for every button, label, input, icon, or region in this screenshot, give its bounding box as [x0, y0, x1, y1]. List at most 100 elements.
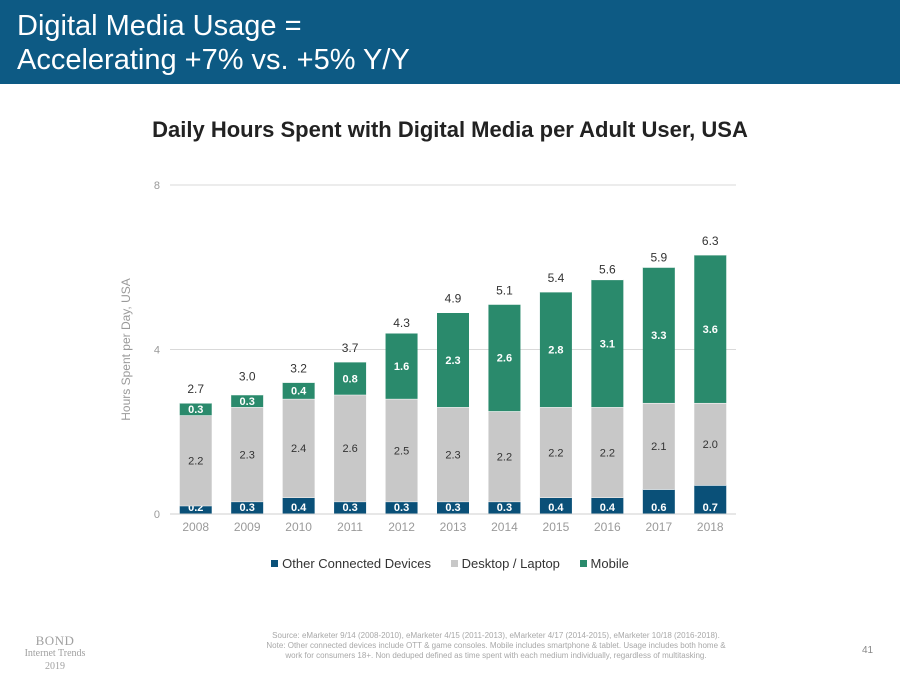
- data-label-desktop-laptop: 2.6: [342, 443, 357, 455]
- total-label: 4.9: [445, 291, 462, 305]
- bar-segment-desktop-laptop: [539, 407, 572, 498]
- data-label-other-connected-devices: 0.3: [342, 502, 357, 514]
- data-label-other-connected-devices: 0.3: [445, 502, 460, 514]
- legend-swatch-mobile: [579, 560, 587, 567]
- x-tick-label: 2011: [337, 520, 363, 534]
- x-tick-label: 2014: [491, 520, 518, 534]
- total-label: 5.6: [599, 263, 616, 277]
- total-label: 2.7: [187, 382, 204, 396]
- data-label-mobile: 2.3: [445, 355, 460, 367]
- data-label-other-connected-devices: 0.7: [703, 502, 718, 514]
- bar-segment-desktop-laptop: [642, 402, 675, 490]
- total-label: 5.1: [496, 283, 513, 297]
- legend-label-other-connected-devices: Other Connected Devices: [282, 556, 431, 571]
- bar-segment-desktop-laptop: [488, 411, 521, 502]
- bar-segment-mobile: [591, 279, 624, 408]
- bar-segment-desktop-laptop: [694, 402, 727, 486]
- header-banner: Digital Media Usage = Accelerating +7% v…: [0, 0, 900, 84]
- x-tick-label: 2015: [543, 520, 570, 534]
- data-label-mobile: 0.4: [291, 386, 307, 398]
- legend-swatch-desktop-laptop: [450, 560, 458, 567]
- bar-segment-desktop-laptop: [282, 398, 315, 498]
- total-label: 6.3: [702, 234, 719, 248]
- bar-segment-mobile: [488, 304, 521, 412]
- data-label-mobile: 3.6: [703, 324, 718, 336]
- data-label-desktop-laptop: 2.2: [497, 451, 512, 463]
- x-tick-label: 2009: [234, 520, 261, 534]
- bar-segment-mobile: [179, 402, 212, 416]
- bar-segment-mobile: [385, 333, 418, 399]
- source-note: Source: eMarketer 9/14 (2008-2010), eMar…: [266, 631, 726, 660]
- bar-segment-other-connected-devices: [591, 497, 624, 514]
- bond-logo: BOND Internet Trends 2019: [0, 634, 110, 673]
- data-label-desktop-laptop: 2.5: [394, 445, 409, 457]
- total-label: 5.4: [548, 271, 565, 285]
- bar-segment-other-connected-devices: [385, 501, 418, 514]
- y-tick-label: 4: [154, 345, 160, 357]
- bar-segment-desktop-laptop: [334, 394, 367, 502]
- y-tick-label: 0: [154, 509, 160, 521]
- data-label-other-connected-devices: 0.3: [240, 502, 255, 514]
- page-number: 41: [862, 645, 874, 656]
- x-tick-label: 2010: [285, 520, 312, 534]
- bar-segment-desktop-laptop: [231, 407, 264, 502]
- x-tick-label: 2012: [388, 520, 415, 534]
- total-label: 4.3: [393, 316, 410, 330]
- total-label: 5.9: [650, 250, 667, 264]
- total-label: 3.0: [239, 370, 256, 384]
- data-label-desktop-laptop: 2.2: [548, 447, 563, 459]
- data-label-desktop-laptop: 2.2: [188, 456, 203, 468]
- data-label-other-connected-devices: 0.3: [497, 502, 512, 514]
- bar-segment-mobile: [437, 312, 469, 408]
- chart-legend: Other Connected Devices Desktop / Laptop…: [0, 556, 900, 571]
- bar-segment-desktop-laptop: [591, 407, 624, 498]
- data-label-mobile: 3.3: [651, 330, 666, 342]
- x-tick-label: 2008: [182, 520, 209, 534]
- y-axis-label: Hours Spent per Day, USA: [119, 278, 133, 421]
- data-label-mobile: 1.6: [394, 361, 409, 373]
- data-label-desktop-laptop: 2.3: [445, 449, 460, 461]
- data-label-other-connected-devices: 0.4: [600, 502, 616, 514]
- y-tick-label: 8: [154, 180, 160, 192]
- legend-swatch-other-connected-devices: [271, 560, 279, 567]
- bar-segment-other-connected-devices: [334, 501, 367, 514]
- bar-segment-mobile: [334, 361, 367, 395]
- total-label: 3.7: [342, 341, 359, 355]
- slide-title: Digital Media Usage = Accelerating +7% v…: [17, 10, 410, 76]
- x-tick-label: 2017: [645, 520, 672, 534]
- bar-segment-other-connected-devices: [642, 489, 675, 514]
- bar-segment-other-connected-devices: [282, 497, 315, 514]
- bar-segment-desktop-laptop: [437, 407, 469, 502]
- logo-subtitle: Internet Trends: [24, 648, 86, 659]
- bar-segment-other-connected-devices: [179, 505, 212, 514]
- data-label-desktop-laptop: 2.2: [600, 447, 615, 459]
- data-label-mobile: 3.1: [600, 338, 615, 350]
- logo-name: BOND: [35, 633, 75, 648]
- bar-segment-other-connected-devices: [488, 501, 521, 514]
- data-label-mobile: 2.8: [548, 345, 563, 357]
- data-label-other-connected-devices: 0.3: [394, 502, 409, 514]
- x-tick-label: 2018: [697, 520, 724, 534]
- x-tick-label: 2013: [440, 520, 467, 534]
- data-label-desktop-laptop: 2.4: [291, 443, 306, 455]
- bar-segment-other-connected-devices: [539, 497, 572, 514]
- data-label-other-connected-devices: 0.4: [291, 502, 307, 514]
- chart-title: Daily Hours Spent with Digital Media per…: [152, 117, 748, 142]
- data-label-mobile: 0.3: [188, 404, 203, 416]
- x-tick-label: 2016: [594, 520, 621, 534]
- bar-segment-desktop-laptop: [385, 398, 418, 502]
- data-label-mobile: 2.6: [497, 353, 512, 365]
- bar-segment-mobile: [231, 394, 264, 408]
- data-label-other-connected-devices: 0.6: [651, 502, 666, 514]
- legend-item-other-connected-devices: Other Connected Devices: [271, 556, 431, 571]
- logo-year: 2019: [45, 661, 65, 672]
- bar-segment-other-connected-devices: [694, 485, 727, 514]
- total-label: 3.2: [290, 361, 307, 375]
- data-label-mobile: 0.3: [240, 396, 255, 408]
- bar-segment-desktop-laptop: [179, 415, 212, 506]
- data-label-other-connected-devices: 0.4: [548, 502, 564, 514]
- data-label-desktop-laptop: 2.0: [703, 439, 718, 451]
- data-label-desktop-laptop: 2.3: [240, 449, 255, 461]
- bar-segment-mobile: [282, 382, 315, 399]
